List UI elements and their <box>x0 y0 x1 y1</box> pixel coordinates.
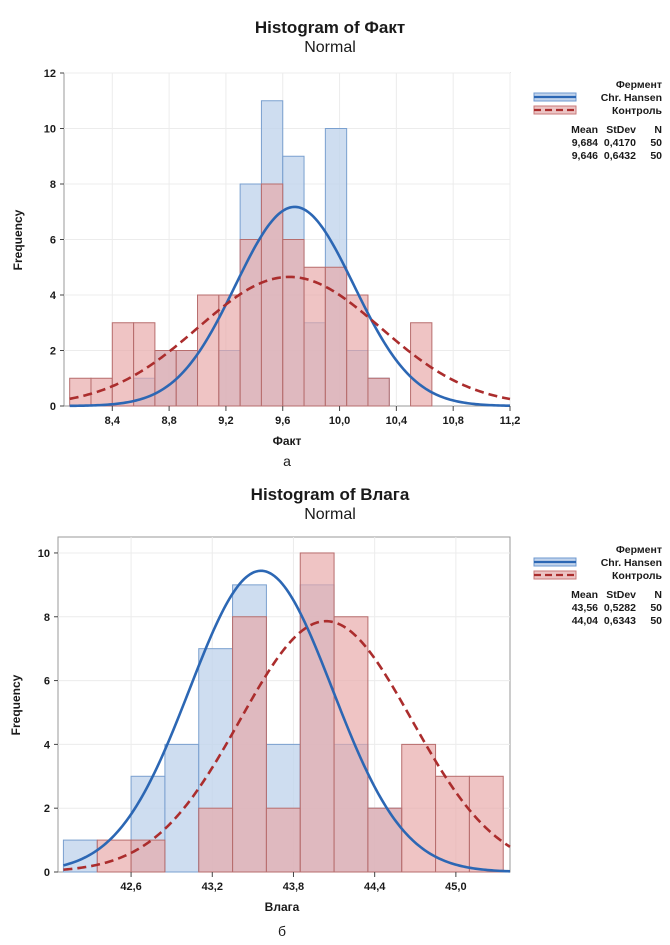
histogram-panel-fakt: Histogram of Факт Normal 8,4 8,8 9,2 9,6 10,… <box>0 0 670 470</box>
y-tick-label: 4 <box>50 290 57 302</box>
histogram-panel-vlaga: Histogram of Влага Normal 42,6 43,2 43,8 44… <box>0 470 670 940</box>
x-tick-label: 10,0 <box>329 415 350 427</box>
histogram-bar-kontrol <box>333 616 369 873</box>
legend: Фермент Chr. Hansen Контроль Mean StDev … <box>533 79 663 162</box>
normal-curve-chr-hansen <box>69 205 511 408</box>
y-tick-label: 8 <box>50 179 56 191</box>
figure-caption: б <box>278 923 286 939</box>
y-tick-label: 4 <box>44 739 51 751</box>
x-tick-label: 44,4 <box>364 881 386 893</box>
x-tick-label: 9,6 <box>275 415 290 427</box>
stats-header-stdev: StDev <box>606 589 636 601</box>
stats-mean-kontrol: 44,04 <box>572 615 598 627</box>
histogram-bar-kontrol <box>69 377 92 407</box>
y-tick-label: 2 <box>44 803 50 815</box>
x-tick-label: 42,6 <box>120 881 141 893</box>
stats-mean-chr-hansen: 9,684 <box>572 137 598 149</box>
histogram-chart-vlaga: Histogram of Влага Normal 42,6 43,2 43,8 44… <box>9 485 663 939</box>
histogram-bar-kontrol <box>282 239 305 407</box>
y-tick-label: 2 <box>50 346 56 358</box>
stats-n-kontrol: 50 <box>650 615 662 627</box>
x-tick-label: 8,8 <box>161 415 176 427</box>
y-axis-label: Frequency <box>9 674 23 735</box>
y-axis-label: Frequency <box>11 209 25 270</box>
histogram-bar-kontrol <box>401 743 437 873</box>
normal-curve-kontrol <box>63 619 511 871</box>
y-tick-label: 12 <box>44 68 56 80</box>
chart-title: Histogram of Факт <box>255 18 405 37</box>
legend-label-chr-hansen: Chr. Hansen <box>601 557 662 569</box>
histogram-bar-kontrol <box>90 377 113 407</box>
legend-title: Фермент <box>616 79 662 91</box>
x-axis-label: Факт <box>273 434 302 448</box>
stats-stdev-chr-hansen: 0,4170 <box>604 137 636 149</box>
stats-n-chr-hansen: 50 <box>650 137 662 149</box>
chart-subtitle: Normal <box>304 39 356 56</box>
histogram-bar-kontrol <box>239 239 262 407</box>
x-tick-label: 43,8 <box>283 881 304 893</box>
x-tick-label: 10,4 <box>386 415 408 427</box>
x-tick-label: 43,2 <box>202 881 223 893</box>
legend-label-chr-hansen: Chr. Hansen <box>601 92 662 104</box>
histogram-bar-kontrol <box>303 266 326 407</box>
x-tick-label: 10,8 <box>442 415 463 427</box>
stats-n-kontrol: 50 <box>650 150 662 162</box>
y-tick-label: 0 <box>44 867 50 879</box>
stats-mean-chr-hansen: 43,56 <box>572 602 598 614</box>
x-tick-label: 8,4 <box>105 415 121 427</box>
histogram-bar-kontrol <box>435 775 470 873</box>
x-tick-label: 9,2 <box>218 415 233 427</box>
chart-subtitle: Normal <box>304 506 356 523</box>
x-axis-label: Влага <box>265 900 300 914</box>
histogram-bar-kontrol <box>468 775 504 873</box>
figure-caption: а <box>283 453 291 469</box>
histogram-bar-kontrol <box>367 807 403 873</box>
stats-stdev-chr-hansen: 0,5282 <box>604 602 636 614</box>
histogram-bar-kontrol <box>130 839 166 873</box>
histogram-bar-kontrol <box>346 294 369 407</box>
y-tick-label: 0 <box>50 401 56 413</box>
histogram-bar-kontrol <box>410 322 433 407</box>
histogram-chart-fakt: Histogram of Факт Normal 8,4 8,8 9,2 9,6 10,… <box>11 18 663 469</box>
histogram-bar-kontrol <box>299 552 335 873</box>
histogram-bar-kontrol <box>260 183 284 407</box>
stats-header-n: N <box>654 124 662 136</box>
normal-curve-kontrol <box>69 275 511 401</box>
y-tick-label: 10 <box>44 124 56 136</box>
x-tick-label: 45,0 <box>445 881 466 893</box>
stats-header-mean: Mean <box>571 124 598 136</box>
histogram-bar-chr-hansen <box>164 743 200 873</box>
stats-stdev-kontrol: 0,6432 <box>604 150 636 162</box>
y-tick-label: 6 <box>44 676 50 688</box>
stats-header-n: N <box>654 589 662 601</box>
legend: Фермент Chr. Hansen Контроль Mean StDev … <box>533 544 663 627</box>
histogram-bar-kontrol <box>111 322 135 407</box>
normal-curve-chr-hansen <box>63 569 511 873</box>
legend-title: Фермент <box>616 544 662 556</box>
histogram-bar-kontrol <box>265 807 301 873</box>
stats-stdev-kontrol: 0,6343 <box>604 615 636 627</box>
stats-n-chr-hansen: 50 <box>650 602 662 614</box>
histogram-bar-kontrol <box>198 807 234 873</box>
stats-mean-kontrol: 9,646 <box>572 150 598 162</box>
histogram-bar-kontrol <box>232 616 267 873</box>
y-tick-label: 8 <box>44 612 50 624</box>
legend-label-kontrol: Контроль <box>612 570 663 582</box>
x-tick-label: 11,2 <box>500 415 521 427</box>
legend-label-kontrol: Контроль <box>612 105 663 117</box>
histogram-bar-kontrol <box>367 377 390 407</box>
y-tick-label: 10 <box>38 548 50 560</box>
stats-header-mean: Mean <box>571 589 598 601</box>
stats-header-stdev: StDev <box>606 124 636 136</box>
y-tick-label: 6 <box>50 235 56 247</box>
chart-title: Histogram of Влага <box>251 485 410 504</box>
